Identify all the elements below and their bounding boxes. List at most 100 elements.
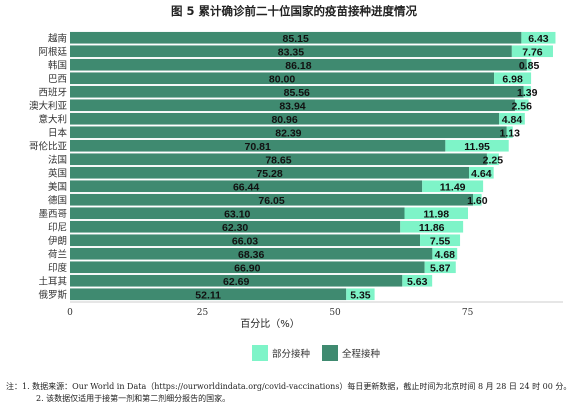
legend: 部分接种 全程接种: [252, 345, 380, 361]
category-label: 韩国: [48, 59, 67, 71]
bar-partial-vaccination: [511, 45, 553, 58]
bar-partial-vaccination: [473, 193, 482, 206]
value-label-full: 52.11: [195, 289, 221, 301]
bar-partial-vaccination: [445, 139, 509, 152]
bar-full-vaccination: [70, 85, 524, 98]
value-label-partial: 2.25: [483, 154, 504, 166]
legend-swatch: [322, 345, 338, 361]
value-label-full: 68.36: [238, 249, 264, 261]
value-labels: 85.15 6.43 83.35 7.76 86.18 0.85 80.00 6.98 85.5…: [195, 33, 549, 302]
bar-partial-vaccination: [424, 261, 456, 274]
bar-partial-vaccination: [420, 234, 461, 247]
chart-title: 图 5 累计确诊前二十位国家的疫苗接种进度情况: [171, 4, 418, 18]
category-label: 意大利: [38, 113, 67, 125]
bar-full-vaccination: [70, 180, 423, 193]
value-label-partial: 1.60: [467, 195, 488, 207]
bar-full-vaccination: [70, 139, 446, 152]
category-label: 土耳其: [38, 275, 67, 287]
bar-partial-vaccination: [404, 207, 469, 220]
value-label-full: 82.39: [275, 127, 301, 139]
value-label-partial: 11.49: [440, 181, 466, 193]
value-label-partial: 7.76: [522, 46, 543, 58]
bar-partial-vaccination: [499, 112, 525, 125]
category-label: 西班牙: [38, 86, 67, 98]
footnote-1: 注：1. 数据来源：Our World in Data（https://ourw…: [6, 382, 572, 391]
category-label: 德国: [48, 194, 67, 206]
value-label-partial: 6.98: [502, 73, 523, 85]
footnote-2: 2. 该数据仅适用于接第一剂和第二剂细分报告的国家。: [36, 394, 231, 403]
value-label-full: 75.28: [256, 168, 282, 180]
category-label: 越南: [48, 32, 67, 44]
value-label-partial: 11.95: [464, 141, 490, 153]
value-label-full: 85.15: [283, 33, 309, 45]
bar-full-vaccination: [70, 166, 470, 179]
value-label-partial: 0.85: [519, 60, 540, 72]
category-label: 澳大利亚: [29, 100, 68, 112]
bar-partial-vaccination: [521, 31, 556, 44]
bar-partial-vaccination: [402, 274, 433, 287]
bar-full-vaccination: [70, 234, 421, 247]
bar-full-vaccination: [70, 193, 474, 206]
category-label: 美国: [48, 181, 67, 193]
value-label-full: 80.96: [271, 114, 297, 126]
bar-full-vaccination: [70, 207, 405, 220]
value-label-full: 78.65: [265, 154, 291, 166]
bar-full-vaccination: [70, 153, 487, 166]
category-label: 法国: [48, 154, 67, 166]
bar-full-vaccination: [70, 45, 512, 58]
category-label: 伊朗: [48, 235, 67, 247]
value-label-partial: 4.68: [435, 249, 456, 261]
x-tick-label: 0: [67, 308, 73, 318]
legend-label: 部分接种: [272, 348, 310, 360]
category-label: 哥伦比亚: [29, 140, 68, 152]
value-label-full: 83.94: [279, 100, 305, 112]
bar-full-vaccination: [70, 288, 347, 301]
bar-full-vaccination: [70, 112, 500, 125]
value-label-partial: 1.39: [517, 87, 538, 99]
bar-partial-vaccination: [432, 247, 458, 260]
x-tick-label: 50: [329, 308, 341, 318]
bar-full-vaccination: [70, 31, 522, 44]
bar-partial-vaccination: [494, 72, 532, 85]
value-label-full: 66.90: [234, 262, 260, 274]
value-label-partial: 11.98: [423, 208, 449, 220]
legend-label: 全程接种: [342, 348, 380, 360]
value-label-full: 66.03: [232, 235, 258, 247]
x-tick-label: 75: [462, 308, 474, 318]
bar-partial-vaccination: [506, 126, 513, 139]
category-label: 墨西哥: [38, 209, 67, 220]
bar-full-vaccination: [70, 58, 527, 71]
bars: [70, 31, 556, 301]
bar-partial-vaccination: [422, 180, 484, 193]
x-tick-label: 25: [197, 308, 209, 318]
value-label-full: 80.00: [269, 73, 295, 85]
bar-full-vaccination: [70, 126, 507, 139]
bar-partial-vaccination: [469, 166, 494, 179]
value-label-partial: 1.13: [500, 127, 521, 139]
x-axis-ticks: 0 25 50 75: [67, 308, 473, 318]
value-label-partial: 5.35: [350, 289, 371, 301]
legend-swatch: [252, 345, 268, 361]
value-label-partial: 7.55: [430, 235, 451, 247]
bar-full-vaccination: [70, 247, 433, 260]
category-label: 英国: [48, 167, 67, 179]
bar-full-vaccination: [70, 261, 425, 274]
value-label-full: 63.10: [224, 208, 250, 220]
category-label: 日本: [48, 127, 68, 139]
bar-partial-vaccination: [514, 99, 529, 112]
category-label: 阿根廷: [38, 46, 67, 58]
bar-partial-vaccination: [400, 220, 464, 233]
value-label-full: 76.05: [258, 195, 284, 207]
category-label: 俄罗斯: [38, 289, 67, 301]
value-label-full: 66.44: [233, 181, 259, 193]
category-labels: 越南阿根廷韩国巴西西班牙澳大利亚意大利日本哥伦比亚法国英国美国德国墨西哥印尼伊朗…: [29, 32, 68, 301]
bar-full-vaccination: [70, 72, 495, 85]
bar-partial-vaccination: [486, 153, 499, 166]
x-axis-label: 百分比（%）: [240, 318, 300, 330]
value-label-partial: 5.63: [407, 276, 428, 288]
value-label-full: 85.56: [284, 87, 310, 99]
value-label-partial: 11.86: [419, 222, 445, 234]
bar-full-vaccination: [70, 99, 515, 112]
category-label: 荷兰: [48, 248, 67, 260]
value-label-full: 70.81: [245, 141, 271, 153]
